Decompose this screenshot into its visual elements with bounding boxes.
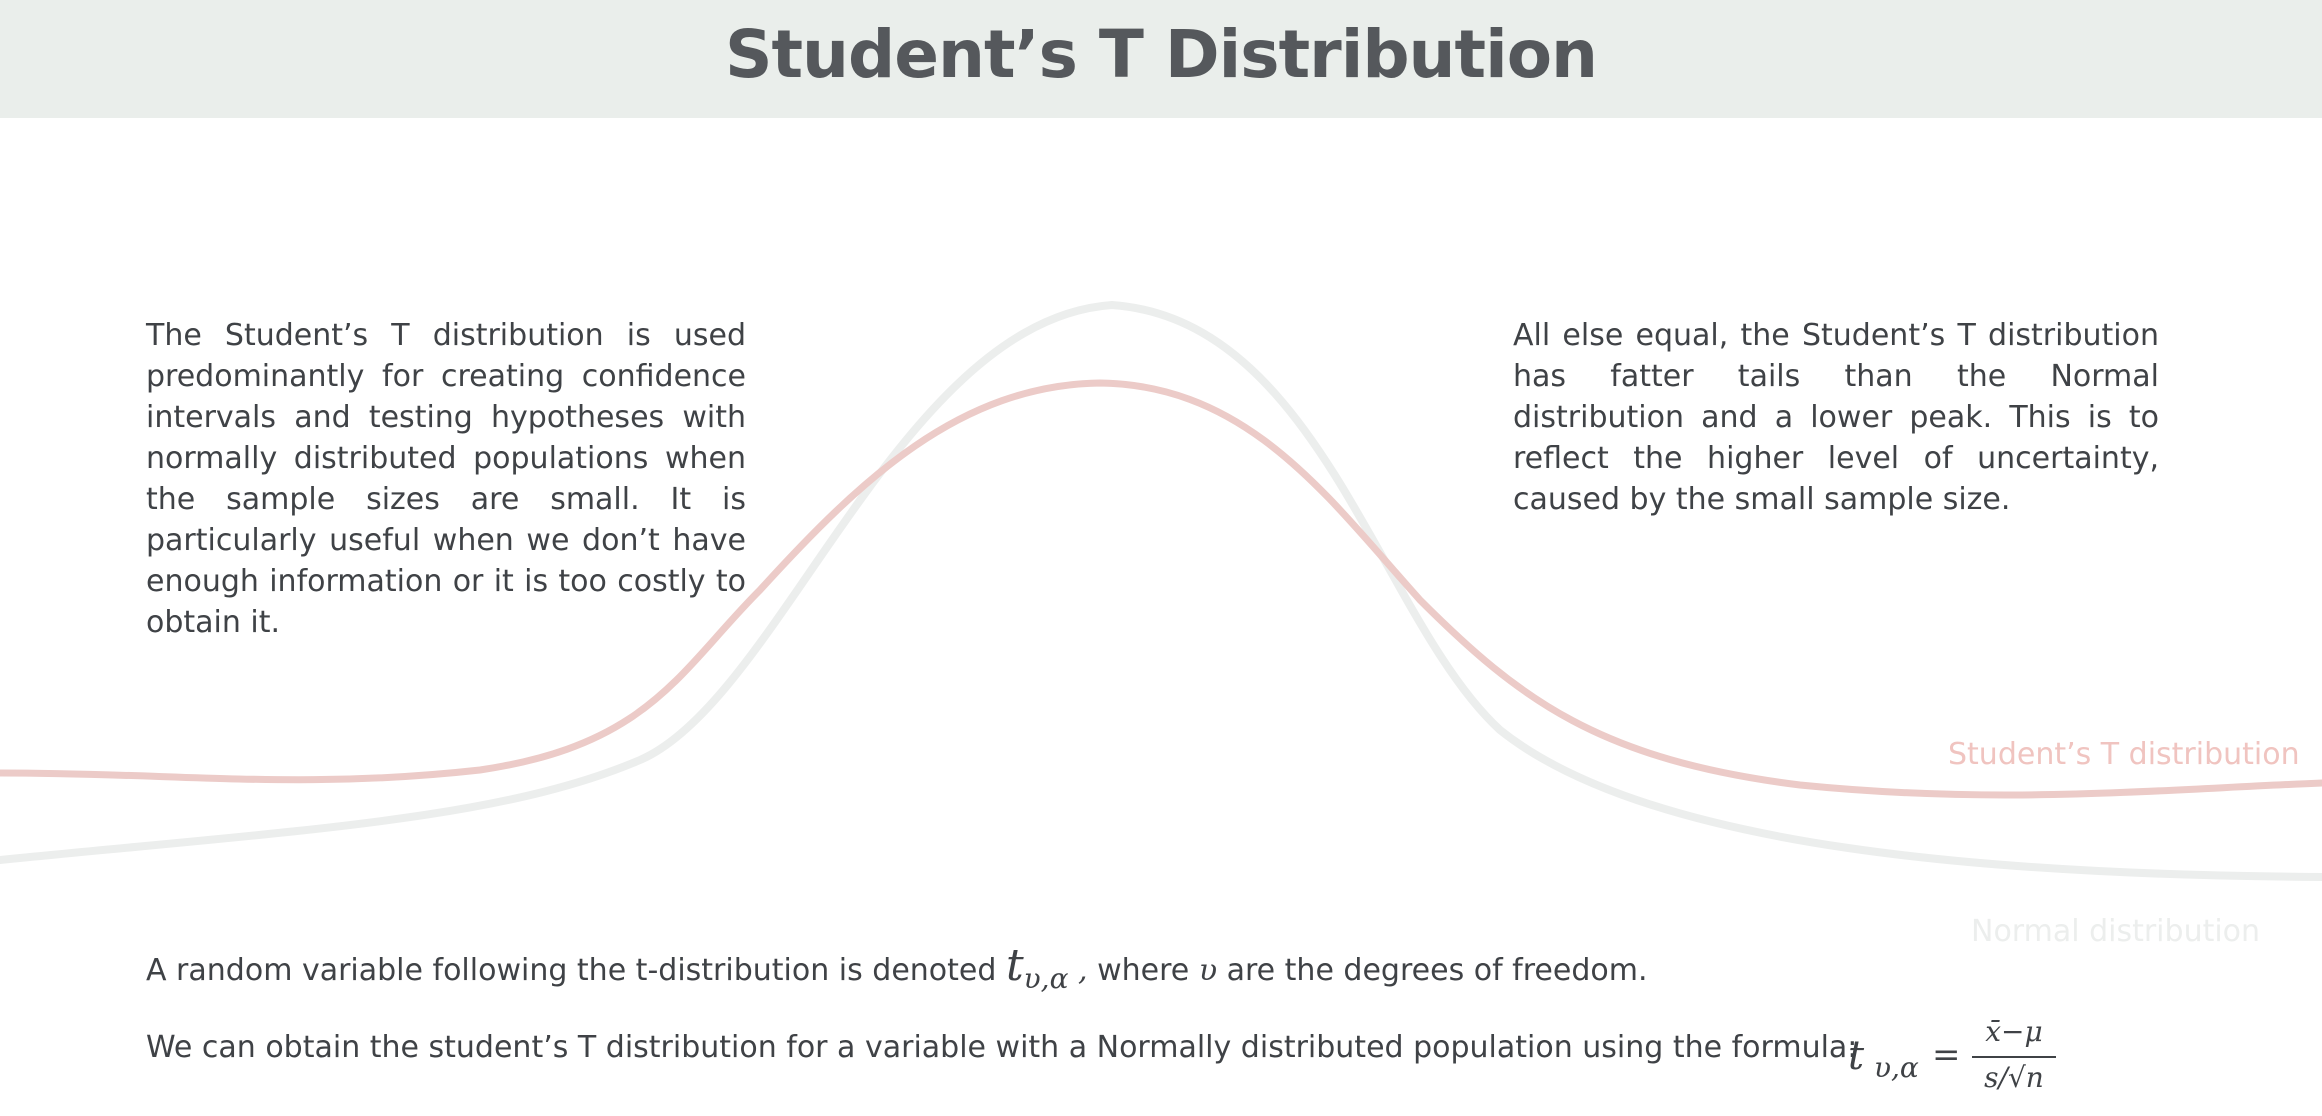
normal-distribution-label: Normal distribution [1971, 914, 2261, 949]
formula-t-symbol: t [1848, 1033, 1865, 1079]
formula-sentence: We can obtain the student’s T distributi… [146, 1030, 1858, 1065]
formula-subscript: υ,α [1874, 1051, 1919, 1084]
notation-text-before: A random variable following the t-distri… [146, 953, 997, 988]
t-subscript: υ,α [1023, 962, 1069, 995]
title-bar: Student’s T Distribution [0, 0, 2322, 118]
formula-numerator: x̄−μ [1985, 1015, 2043, 1048]
notation-comma: , [1078, 953, 1088, 988]
t-distribution-label: Student’s T distribution [1948, 737, 2300, 772]
fraction-bar [1972, 1056, 2056, 1058]
page-title: Student’s T Distribution [724, 16, 1598, 93]
comparison-paragraph: All else equal, the Student’s T distribu… [1513, 318, 2159, 517]
t-symbol: t [1005, 940, 1024, 991]
notation-text-after: are the degrees of freedom. [1226, 953, 1648, 988]
t-distribution-curve [0, 379, 2322, 799]
normal-distribution-curve [0, 300, 2322, 881]
formula-equals: = [1932, 1035, 1961, 1075]
nu-symbol: υ [1198, 953, 1218, 988]
intro-paragraph: The Student’s T distribution is used pre… [146, 318, 746, 640]
notation-text-where: where [1097, 953, 1190, 988]
formula-denominator: s/√n [1984, 1061, 2044, 1094]
notation-sentence: A random variable following the t-distri… [146, 940, 1648, 995]
